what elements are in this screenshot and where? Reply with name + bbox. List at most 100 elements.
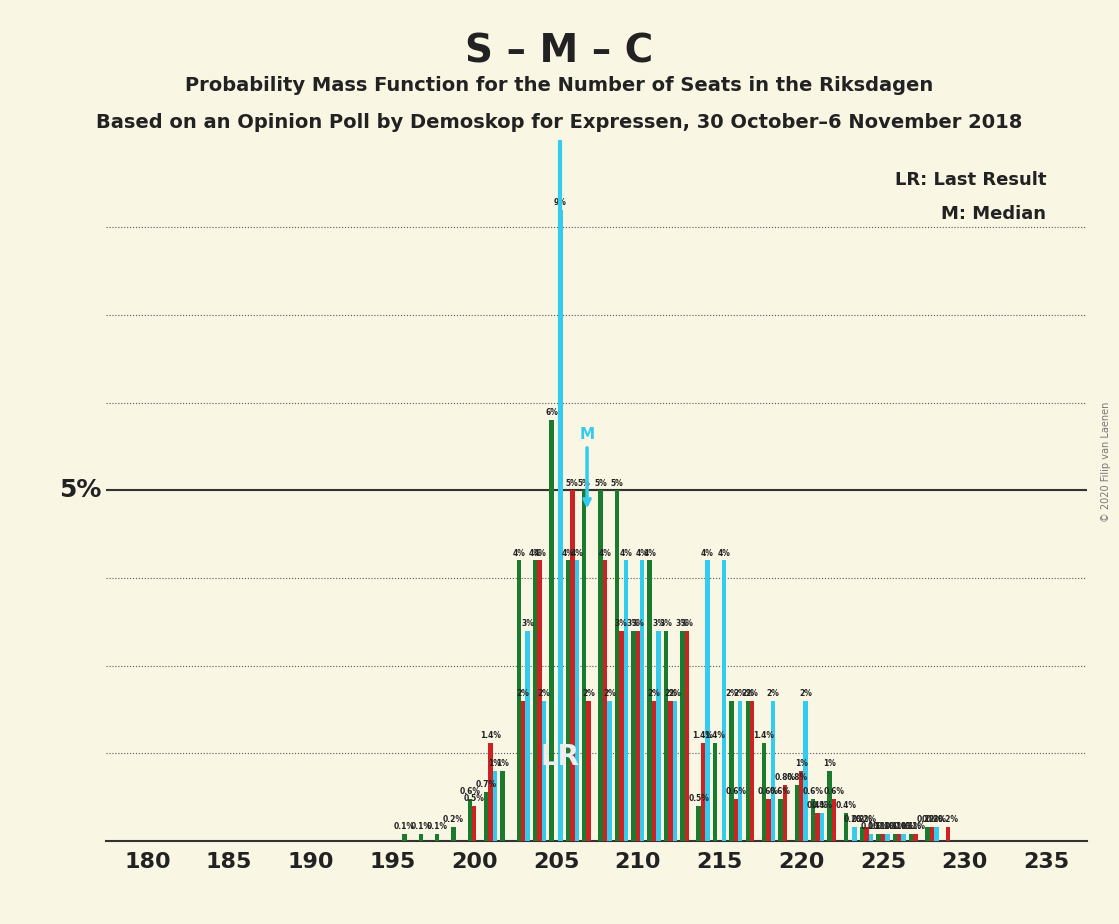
Bar	[419, 834, 423, 841]
Bar	[451, 827, 455, 841]
Text: 0.1%: 0.1%	[394, 822, 415, 831]
Text: 1%: 1%	[822, 759, 836, 768]
Text: M: M	[580, 427, 594, 505]
Text: 0.6%: 0.6%	[802, 787, 824, 796]
Bar	[745, 700, 750, 841]
Bar	[820, 813, 824, 841]
Text: 5%: 5%	[594, 479, 606, 488]
Bar	[533, 561, 537, 841]
Bar	[722, 561, 726, 841]
Text: 0.8%: 0.8%	[774, 773, 796, 782]
Text: 1%: 1%	[794, 759, 808, 768]
Text: 4%: 4%	[643, 549, 656, 558]
Text: 0.2%: 0.2%	[921, 815, 942, 824]
Bar	[794, 784, 799, 841]
Bar	[811, 799, 816, 841]
Text: LR: Last Result: LR: Last Result	[895, 171, 1046, 188]
Bar	[636, 630, 640, 841]
Text: 3%: 3%	[631, 619, 645, 627]
Bar	[930, 827, 934, 841]
Text: 1%: 1%	[496, 759, 509, 768]
Bar	[844, 813, 848, 841]
Text: 3%: 3%	[659, 619, 673, 627]
Text: 6%: 6%	[545, 408, 558, 418]
Bar	[827, 771, 831, 841]
Bar	[608, 700, 612, 841]
Bar	[680, 630, 685, 841]
Text: 0.6%: 0.6%	[758, 787, 779, 796]
Bar	[696, 806, 700, 841]
Bar	[599, 491, 603, 841]
Text: 5%: 5%	[577, 479, 591, 488]
Bar	[648, 561, 652, 841]
Text: 0.1%: 0.1%	[868, 822, 888, 831]
Text: M: Median: M: Median	[941, 205, 1046, 223]
Bar	[664, 630, 668, 841]
Text: 4%: 4%	[599, 549, 611, 558]
Text: 0.1%: 0.1%	[905, 822, 927, 831]
Bar	[619, 630, 623, 841]
Bar	[673, 700, 677, 841]
Bar	[472, 806, 477, 841]
Text: 4%: 4%	[619, 549, 632, 558]
Text: 4%: 4%	[636, 549, 649, 558]
Bar	[778, 799, 782, 841]
Bar	[934, 827, 939, 841]
Bar	[537, 561, 542, 841]
Bar	[734, 799, 739, 841]
Bar	[705, 561, 709, 841]
Text: 3%: 3%	[615, 619, 628, 627]
Bar	[488, 743, 492, 841]
Text: 2%: 2%	[537, 689, 551, 698]
Bar	[640, 561, 645, 841]
Bar	[799, 771, 803, 841]
Bar	[566, 561, 570, 841]
Text: 0.1%: 0.1%	[901, 822, 922, 831]
Text: © 2020 Filip van Laenen: © 2020 Filip van Laenen	[1101, 402, 1110, 522]
Text: 0.6%: 0.6%	[770, 787, 791, 796]
Bar	[603, 561, 608, 841]
Text: 5%: 5%	[611, 479, 623, 488]
Text: 2%: 2%	[517, 689, 529, 698]
Text: 0.2%: 0.2%	[844, 815, 865, 824]
Bar	[623, 561, 628, 841]
Text: 2%: 2%	[603, 689, 615, 698]
Text: 1.4%: 1.4%	[693, 731, 714, 740]
Text: 0.8%: 0.8%	[787, 773, 807, 782]
Text: 2%: 2%	[767, 689, 779, 698]
Bar	[700, 743, 705, 841]
Text: 0.4%: 0.4%	[811, 801, 833, 810]
Text: 0.2%: 0.2%	[925, 815, 947, 824]
Text: 5%: 5%	[59, 479, 102, 503]
Bar	[652, 700, 656, 841]
Bar	[668, 700, 673, 841]
Text: 2%: 2%	[734, 689, 746, 698]
Bar	[739, 700, 742, 841]
Bar	[897, 834, 902, 841]
Bar	[558, 210, 563, 841]
Bar	[876, 834, 881, 841]
Text: 0.5%: 0.5%	[688, 794, 709, 803]
Text: LR: LR	[540, 743, 580, 771]
Bar	[492, 771, 497, 841]
Text: 3%: 3%	[680, 619, 693, 627]
Text: 2%: 2%	[664, 689, 677, 698]
Text: 2%: 2%	[648, 689, 660, 698]
Bar	[730, 700, 734, 841]
Text: 0.2%: 0.2%	[856, 815, 877, 824]
Text: 0.1%: 0.1%	[426, 822, 448, 831]
Bar	[485, 792, 488, 841]
Bar	[542, 700, 546, 841]
Text: 0.4%: 0.4%	[835, 801, 856, 810]
Bar	[570, 491, 574, 841]
Bar	[913, 834, 918, 841]
Text: 3%: 3%	[652, 619, 665, 627]
Text: 0.1%: 0.1%	[893, 822, 914, 831]
Text: 4%: 4%	[513, 549, 525, 558]
Bar	[868, 834, 873, 841]
Text: 0.2%: 0.2%	[916, 815, 938, 824]
Text: 2%: 2%	[799, 689, 812, 698]
Text: 0.6%: 0.6%	[725, 787, 746, 796]
Bar	[402, 834, 406, 841]
Bar	[685, 630, 689, 841]
